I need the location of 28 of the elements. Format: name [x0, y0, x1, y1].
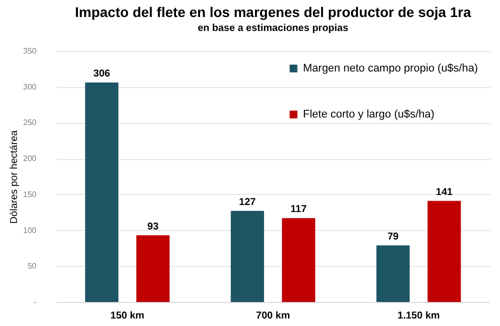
- y-tick-label: 100: [23, 226, 38, 235]
- data-label: 117: [290, 204, 308, 216]
- chart-title: Impacto del flete en los margenes del productor de soja 1ra: [75, 4, 472, 20]
- y-tick-label: 250: [23, 118, 38, 128]
- y-tick-label: 150: [23, 190, 38, 199]
- data-label: 141: [436, 186, 454, 198]
- y-tick-label: 300: [23, 82, 38, 92]
- bar: [428, 200, 461, 302]
- y-tick-label: 200: [23, 154, 38, 164]
- data-label: 93: [147, 221, 159, 232]
- y-tick-label: 350: [23, 46, 38, 56]
- bar: [376, 245, 410, 302]
- legend-label: Flete corto y largo (u$s/ha): [303, 108, 434, 120]
- bar: [136, 235, 170, 302]
- legend-label: Margen neto campo propio (u$s/ha): [303, 62, 478, 74]
- x-tick-label: 150 km: [110, 310, 144, 322]
- data-label: 79: [387, 231, 400, 242]
- chart-subtitle: en base a estimaciones propias: [198, 23, 349, 34]
- bar: [85, 82, 118, 302]
- data-label: 306: [93, 68, 111, 80]
- bar: [230, 210, 264, 302]
- y-tick-label: -: [34, 298, 37, 306]
- x-tick-label: 1.150 km: [398, 310, 440, 322]
- y-axis-title: Dólares por hectárea: [9, 130, 20, 224]
- y-tick-label: 50: [28, 262, 38, 271]
- data-label: 127: [239, 196, 256, 208]
- bar: [282, 218, 316, 302]
- x-tick-label: 700 km: [256, 310, 290, 322]
